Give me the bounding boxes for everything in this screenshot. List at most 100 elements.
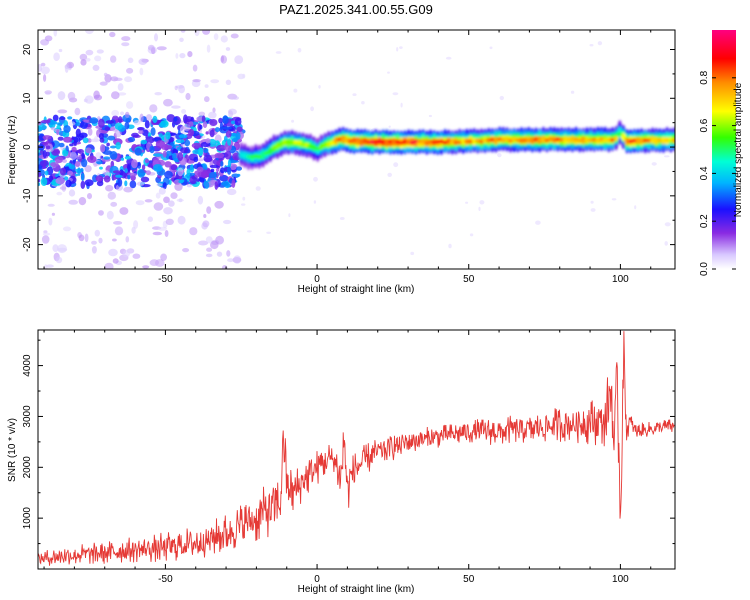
noise-blob: [205, 236, 213, 244]
noise-blob: [313, 200, 317, 204]
noise-blob: [175, 139, 185, 144]
noise-blob: [52, 244, 59, 253]
noise-blob: [121, 36, 131, 42]
noise-blob: [126, 101, 134, 109]
noise-blob: [134, 147, 142, 156]
noise-blob: [219, 174, 229, 182]
noise-blob: [118, 116, 123, 124]
y-tick-label: -10: [22, 188, 33, 203]
spectrogram-ticks: -50 0 50 100 -20 -10 0 10 20: [22, 30, 675, 285]
noise-blob: [170, 192, 178, 200]
noise-blob: [40, 119, 51, 124]
noise-blob: [55, 177, 65, 185]
noise-blob: [174, 182, 183, 191]
noise-blob: [144, 120, 150, 129]
noise-blob: [465, 201, 469, 204]
noise-blob: [93, 90, 100, 99]
noise-blob: [154, 92, 162, 96]
noise-blob: [52, 150, 60, 154]
noise-blob: [180, 30, 186, 33]
noise-blob: [120, 157, 125, 161]
noise-blob: [170, 164, 178, 171]
noise-blob: [173, 116, 178, 122]
noise-blob: [100, 130, 107, 134]
noise-blob: [236, 126, 243, 132]
y-tick-label: 10: [22, 92, 33, 104]
noise-blob: [56, 122, 63, 126]
noise-blob: [445, 56, 452, 60]
noise-blob: [202, 121, 208, 128]
noise-blob: [224, 150, 232, 160]
noise-blob: [80, 59, 87, 66]
noise-blob: [85, 58, 91, 62]
noise-blob: [71, 146, 77, 153]
noise-blob: [80, 168, 84, 173]
noise-blob: [208, 111, 217, 119]
noise-blob: [210, 168, 215, 173]
noise-blob: [42, 141, 49, 146]
noise-blob: [387, 172, 393, 177]
noise-blob: [110, 201, 118, 207]
noise-blob: [80, 180, 86, 189]
noise-blob: [81, 158, 88, 168]
noise-blob: [130, 174, 136, 181]
noise-blob: [110, 55, 117, 63]
noise-blob: [225, 79, 232, 86]
noise-blob: [185, 92, 191, 101]
noise-blob: [216, 144, 226, 152]
noise-blob: [63, 125, 71, 133]
noise-blob: [242, 196, 246, 201]
noise-blob: [92, 64, 100, 71]
noise-blob: [197, 147, 204, 157]
noise-blob: [147, 44, 155, 51]
noise-blob: [64, 64, 70, 70]
ridge-cell: [366, 140, 372, 145]
noise-blob: [183, 124, 191, 132]
noise-blob: [590, 208, 596, 212]
noise-blob: [139, 113, 144, 123]
noise-blob: [230, 120, 236, 125]
noise-blob: [53, 52, 60, 61]
noise-blob: [65, 179, 72, 188]
noise-blob: [81, 152, 85, 160]
noise-blob: [206, 247, 213, 252]
noise-blob: [203, 181, 210, 189]
noise-blob: [115, 174, 123, 178]
noise-blob: [199, 124, 203, 130]
noise-blob: [155, 259, 165, 267]
noise-blob: [158, 226, 167, 231]
noise-blob: [226, 188, 237, 196]
noise-blob: [233, 255, 242, 264]
noise-blob: [203, 214, 207, 218]
noise-blob: [664, 222, 671, 227]
noise-blob: [144, 199, 153, 203]
noise-blob: [219, 121, 224, 131]
ridge-cell: [584, 138, 590, 143]
noise-blob: [187, 51, 193, 58]
noise-blob: [203, 149, 209, 153]
noise-blob: [39, 160, 49, 167]
noise-blob: [164, 170, 173, 179]
noise-blob: [212, 107, 216, 113]
x-tick-label: 100: [612, 574, 629, 585]
noise-blob: [94, 136, 99, 143]
noise-blob: [222, 115, 229, 125]
noise-blob: [40, 62, 46, 67]
snr-frame: [37, 329, 676, 570]
noise-blob: [123, 186, 133, 193]
noise-blob: [117, 83, 124, 91]
noise-blob: [131, 226, 136, 234]
noise-blob: [84, 30, 94, 35]
noise-blob: [153, 164, 163, 172]
noise-blob: [50, 126, 56, 131]
noise-blob: [198, 240, 209, 246]
noise-blob: [57, 91, 66, 101]
noise-blob: [104, 126, 111, 131]
noise-blob: [236, 166, 242, 171]
noise-blob: [98, 118, 105, 128]
noise-blob: [222, 126, 233, 130]
noise-blob: [94, 55, 102, 62]
noise-blob: [171, 105, 181, 109]
noise-blob: [223, 219, 232, 225]
noise-blob: [361, 101, 365, 105]
